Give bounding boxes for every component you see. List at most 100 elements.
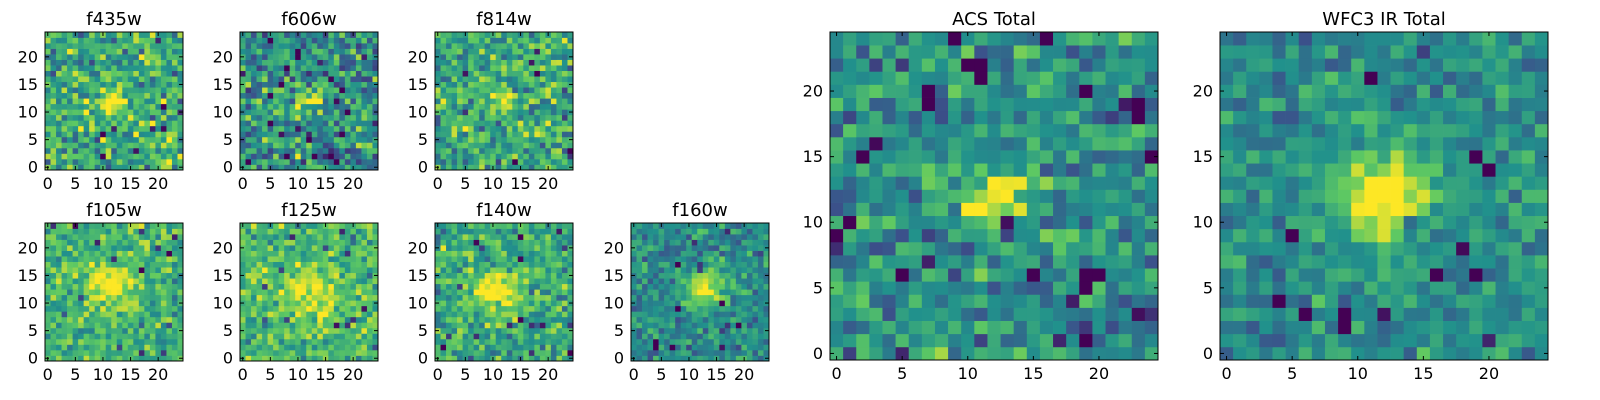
heatmap-cell	[61, 131, 68, 138]
heatmap-cell	[658, 234, 665, 240]
heatmap-cell	[45, 234, 51, 240]
x-tick-label: 5	[70, 365, 80, 384]
heatmap-cell	[528, 32, 535, 38]
heatmap-cell	[149, 311, 156, 318]
heatmap-cell	[105, 142, 112, 149]
heatmap-cell	[934, 202, 949, 217]
heatmap-cell	[273, 37, 279, 44]
heatmap-cell	[658, 239, 665, 246]
heatmap-cell	[45, 278, 51, 285]
heatmap-cell	[468, 98, 474, 105]
heatmap-cell	[686, 228, 693, 235]
heatmap-cell	[490, 142, 497, 149]
heatmap-cell	[122, 59, 129, 66]
heatmap-cell	[127, 305, 134, 312]
heatmap-cell	[322, 114, 329, 121]
heatmap-cell	[1026, 176, 1041, 190]
heatmap-cell	[284, 344, 291, 351]
heatmap-cell	[361, 98, 368, 105]
heatmap-cell	[278, 103, 285, 110]
heatmap-cell	[550, 59, 557, 66]
heatmap-cell	[517, 278, 524, 285]
heatmap-cell	[908, 202, 923, 217]
heatmap-cell	[256, 250, 263, 257]
heatmap-cell	[451, 294, 458, 301]
heatmap-cell	[177, 103, 184, 110]
heatmap-cell	[317, 294, 324, 301]
heatmap-cell	[523, 294, 530, 301]
heatmap-cell	[1144, 202, 1159, 217]
heatmap-cell	[473, 48, 480, 55]
heatmap-cell	[440, 136, 447, 143]
heatmap-cell	[642, 289, 648, 296]
heatmap-cell	[177, 59, 184, 66]
heatmap-cell	[127, 333, 134, 340]
heatmap-cell	[446, 333, 452, 340]
heatmap-cell	[100, 305, 107, 312]
heatmap-cell	[300, 76, 307, 83]
heatmap-cell	[539, 234, 546, 240]
heatmap-cell	[111, 305, 118, 312]
heatmap-cell	[895, 202, 910, 217]
heatmap-cell	[512, 344, 519, 351]
heatmap-cell	[561, 136, 568, 143]
heatmap-cell	[94, 54, 101, 60]
y-tick-label: 10	[18, 103, 38, 122]
heatmap-cell	[322, 344, 329, 351]
heatmap-cell	[344, 43, 351, 49]
heatmap-cell	[921, 202, 936, 217]
heatmap-cell	[262, 109, 268, 116]
heatmap-cell	[111, 283, 118, 290]
heatmap-cell	[56, 261, 62, 268]
heatmap-cell	[149, 114, 156, 121]
heatmap-cell	[567, 234, 574, 240]
heatmap-cell	[138, 59, 145, 66]
heatmap-cell	[171, 223, 178, 229]
x-tick-label: 10	[93, 174, 113, 193]
heatmap-cell	[67, 278, 73, 285]
heatmap-cell	[166, 322, 173, 329]
heatmap-cell	[133, 103, 140, 110]
heatmap-cell	[440, 316, 447, 323]
heatmap-cell	[372, 322, 379, 329]
heatmap-cell	[100, 261, 107, 268]
heatmap-cell	[45, 142, 51, 149]
heatmap-cell	[267, 322, 274, 329]
heatmap-cell	[339, 92, 346, 99]
heatmap-cell	[631, 316, 637, 323]
heatmap-cell	[479, 355, 486, 362]
heatmap-cell	[567, 43, 574, 49]
heatmap-cell	[295, 300, 302, 307]
heatmap-cell	[457, 267, 463, 274]
heatmap-cell	[517, 322, 524, 329]
heatmap-cell	[339, 70, 346, 77]
heatmap-cell	[495, 316, 502, 323]
heatmap-cell	[974, 307, 988, 321]
heatmap-cell	[50, 109, 57, 116]
heatmap-cell	[311, 147, 318, 154]
heatmap-cell	[144, 278, 151, 285]
heatmap-cell	[501, 261, 508, 268]
heatmap-cell	[67, 109, 73, 116]
heatmap-cell	[506, 272, 513, 279]
heatmap-cell	[328, 43, 335, 49]
heatmap-cell	[490, 125, 497, 132]
heatmap-cell	[289, 65, 296, 71]
heatmap-cell	[708, 223, 715, 229]
heatmap-cell	[724, 272, 731, 279]
heatmap-cell	[94, 142, 101, 149]
heatmap-cell	[67, 87, 73, 94]
heatmap-cell	[556, 355, 563, 362]
heatmap-cell	[311, 349, 318, 356]
heatmap-cell	[366, 250, 373, 257]
heatmap-cell	[479, 131, 486, 138]
heatmap-cell	[528, 239, 535, 246]
heatmap-cell	[473, 349, 480, 356]
heatmap-cell	[122, 54, 129, 60]
heatmap-cell	[479, 81, 486, 88]
y-tick-label: 15	[408, 266, 428, 285]
heatmap-cell	[83, 158, 90, 165]
heatmap-cell	[311, 333, 318, 340]
heatmap-cell	[273, 92, 279, 99]
heatmap-cell	[561, 147, 568, 154]
